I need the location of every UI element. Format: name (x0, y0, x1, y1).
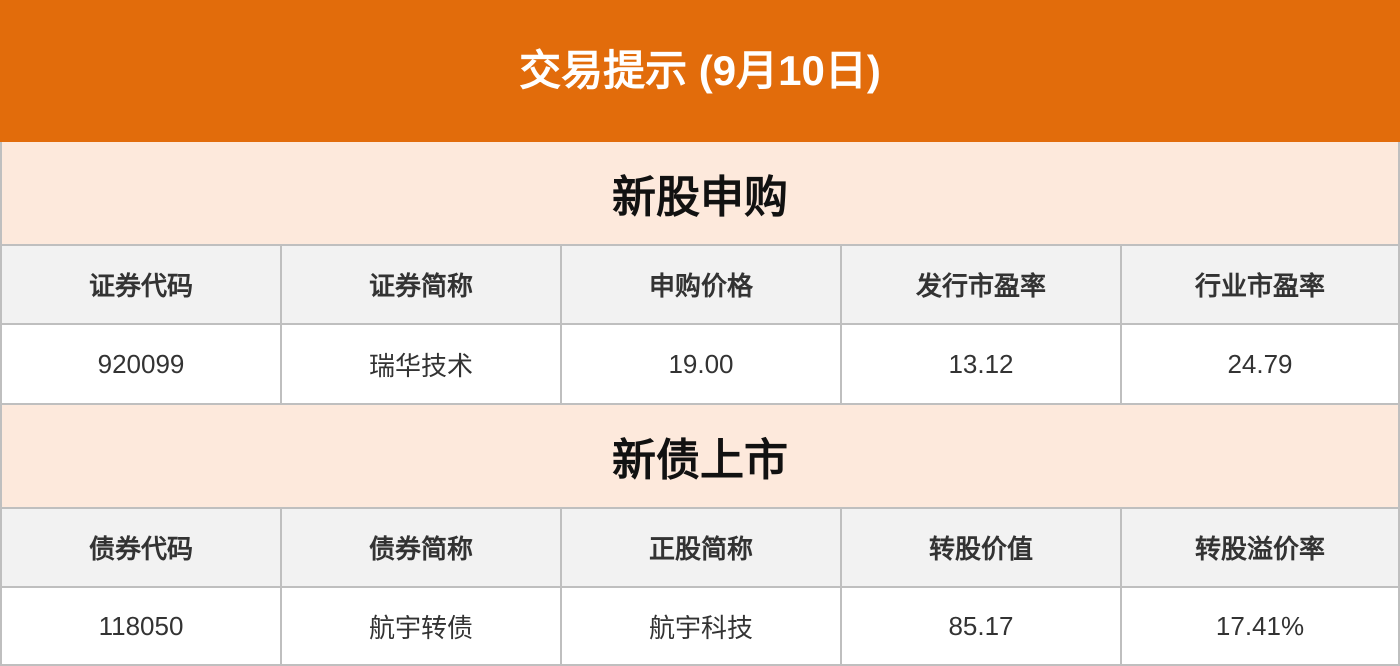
column-header: 证券简称 (280, 246, 560, 323)
column-header: 正股简称 (560, 509, 840, 586)
table-cell: 17.41% (1120, 588, 1400, 664)
page-title: 交易提示 (9月10日) (0, 0, 1400, 142)
column-header: 转股溢价率 (1120, 509, 1400, 586)
table-cell: 19.00 (560, 325, 840, 403)
table-cell: 24.79 (1120, 325, 1400, 403)
table-cell: 118050 (0, 588, 280, 664)
ipo-table-header: 证券代码 证券简称 申购价格 发行市盈率 行业市盈率 (0, 244, 1400, 323)
ipo-section-heading: 新股申购 (0, 142, 1400, 244)
table-cell: 85.17 (840, 588, 1120, 664)
column-header: 债券简称 (280, 509, 560, 586)
column-header: 申购价格 (560, 246, 840, 323)
column-header: 行业市盈率 (1120, 246, 1400, 323)
table-row: 920099 瑞华技术 19.00 13.12 24.79 (0, 323, 1400, 403)
column-header: 转股价值 (840, 509, 1120, 586)
bond-table-header: 债券代码 债券简称 正股简称 转股价值 转股溢价率 (0, 507, 1400, 586)
column-header: 发行市盈率 (840, 246, 1120, 323)
column-header: 证券代码 (0, 246, 280, 323)
table-cell: 920099 (0, 325, 280, 403)
table-cell: 13.12 (840, 325, 1120, 403)
table-cell: 航宇科技 (560, 588, 840, 664)
column-header: 债券代码 (0, 509, 280, 586)
table-row: 118050 航宇转债 航宇科技 85.17 17.41% (0, 586, 1400, 666)
table-cell: 瑞华技术 (280, 325, 560, 403)
bond-section-heading: 新债上市 (0, 403, 1400, 507)
table-cell: 航宇转债 (280, 588, 560, 664)
